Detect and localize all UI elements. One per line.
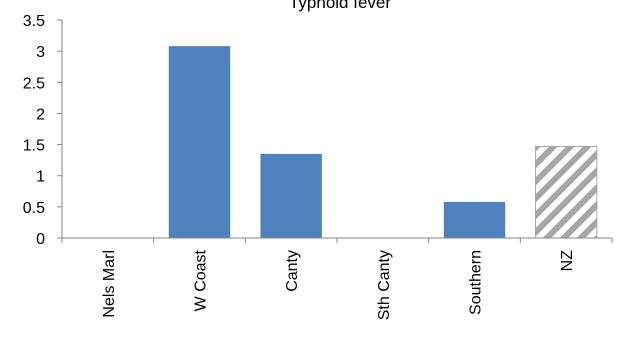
x-tick-label: Nels Marl xyxy=(101,250,118,318)
y-tick-label: 3.5 xyxy=(23,13,45,30)
chart-title: Typhoid fever xyxy=(289,0,391,12)
y-tick-label: 2.5 xyxy=(23,75,45,92)
y-tick-label: 0.5 xyxy=(23,200,45,217)
y-tick-label: 1.5 xyxy=(23,138,45,155)
x-tick-label: Canty xyxy=(284,250,301,292)
y-tick-label: 0 xyxy=(36,231,45,248)
bar-nz xyxy=(534,145,598,239)
y-tick-label: 2 xyxy=(36,106,45,123)
x-tick-label: NZ xyxy=(559,250,576,272)
x-tick-label: Southern xyxy=(468,250,485,315)
bar-canty xyxy=(260,153,322,238)
x-tick-label: Sth Canty xyxy=(376,250,393,320)
x-tick-label: W Coast xyxy=(193,249,210,311)
bar-southern xyxy=(443,201,506,238)
bars xyxy=(168,46,598,239)
y-axis: 0 0.5 1 1.5 2 2.5 3 3.5 xyxy=(23,13,63,248)
y-tick-label: 3 xyxy=(36,44,45,61)
x-axis: Nels Marl W Coast Canty Sth Canty Southern NZ xyxy=(61,237,613,320)
bar-w-coast xyxy=(168,46,231,238)
y-tick-label: 1 xyxy=(36,169,45,186)
